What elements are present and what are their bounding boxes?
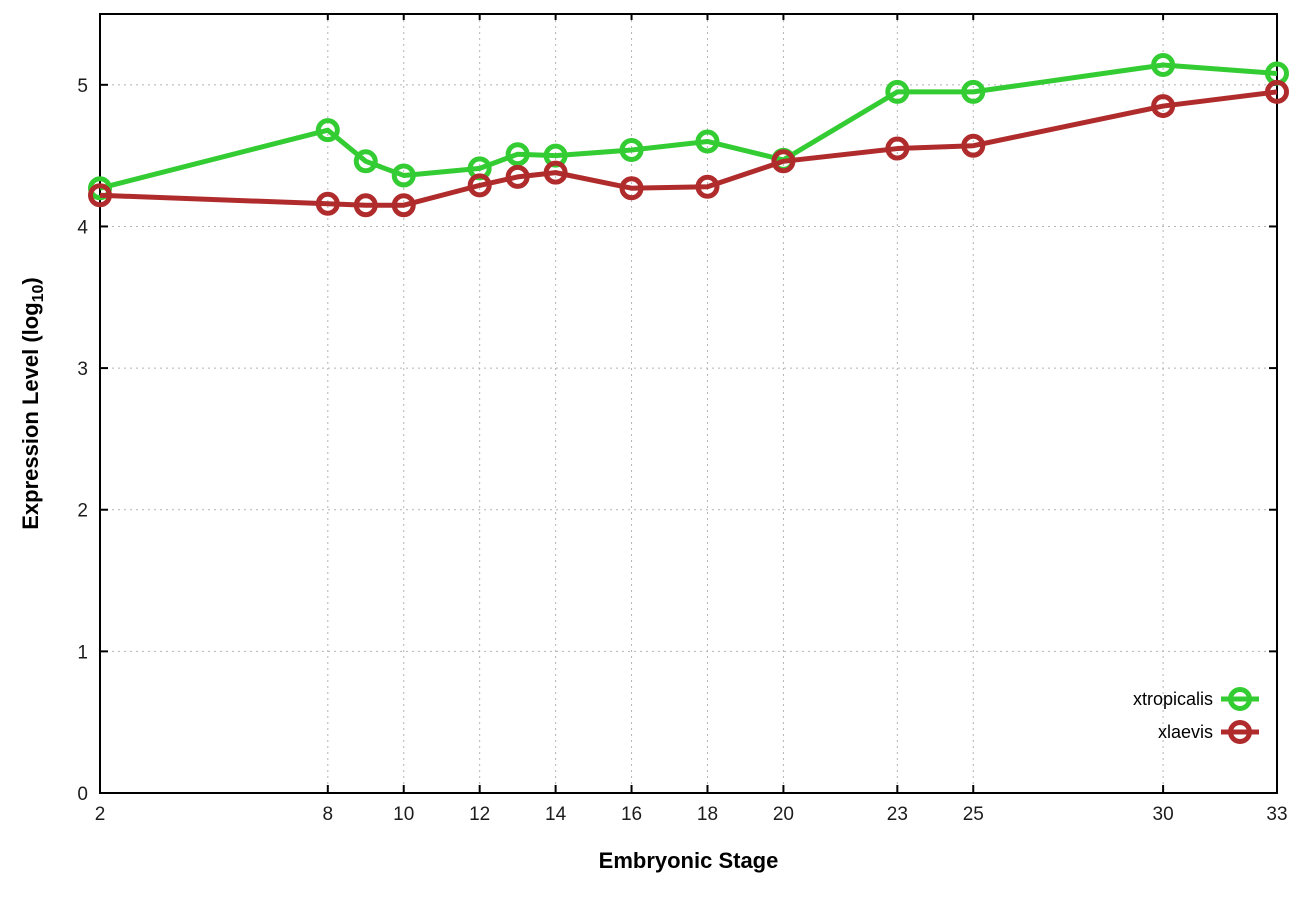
data-point-xtropicalis-stage-13 bbox=[505, 142, 530, 167]
y-tick-labels: 0 1 2 3 4 5 bbox=[77, 76, 88, 805]
y-tick-label-4: 4 bbox=[77, 217, 88, 238]
x-tick-labels: 2 8 10 12 14 16 18 20 23 25 30 33 bbox=[95, 804, 1288, 825]
x-tick-label-20: 20 bbox=[773, 804, 794, 825]
legend-marker-icon-xlaevis bbox=[1228, 720, 1252, 744]
data-point-xtropicalis-stage-23 bbox=[885, 79, 910, 104]
data-point-xlaevis-stage-33 bbox=[1265, 79, 1289, 104]
y-tick-label-1: 1 bbox=[77, 642, 88, 663]
legend: xtropicalis xlaevis bbox=[1133, 687, 1259, 744]
data-point-xtropicalis-stage-16 bbox=[619, 137, 644, 162]
data-point-xlaevis-stage-9 bbox=[353, 193, 378, 218]
data-point-xlaevis-stage-10 bbox=[391, 193, 416, 218]
data-point-xlaevis-stage-2 bbox=[88, 183, 112, 208]
x-tick-label-25: 25 bbox=[963, 804, 984, 825]
x-tick-label-8: 8 bbox=[323, 804, 334, 825]
x-tick-label-14: 14 bbox=[545, 804, 567, 825]
y-tick-label-3: 3 bbox=[77, 359, 88, 380]
data-point-xtropicalis-stage-8 bbox=[315, 118, 340, 143]
data-point-xlaevis-stage-14 bbox=[543, 160, 568, 185]
series-xlaevis bbox=[88, 79, 1289, 218]
y-axis-title: Expression Level (log10) bbox=[18, 277, 47, 530]
data-point-xlaevis-stage-13 bbox=[505, 164, 530, 189]
legend-label-xlaevis: xlaevis bbox=[1158, 722, 1213, 742]
series-line-xlaevis bbox=[99, 89, 1278, 208]
y-tick-label-5: 5 bbox=[77, 76, 88, 97]
data-point-xtropicalis-stage-10 bbox=[391, 163, 416, 188]
x-tick-label-23: 23 bbox=[887, 804, 908, 825]
x-tick-label-33: 33 bbox=[1266, 804, 1287, 825]
y-tick-label-0: 0 bbox=[77, 784, 88, 805]
series-line-xtropicalis bbox=[99, 62, 1278, 191]
data-point-xlaevis-stage-12 bbox=[467, 173, 492, 198]
data-point-xlaevis-stage-20 bbox=[771, 149, 796, 174]
x-tick-label-2: 2 bbox=[95, 804, 106, 825]
legend-marker-icon-xtropicalis bbox=[1228, 687, 1252, 711]
y-tick-label-2: 2 bbox=[77, 501, 88, 522]
grid bbox=[100, 14, 1277, 793]
data-point-xlaevis-stage-18 bbox=[695, 174, 720, 199]
x-tick-label-12: 12 bbox=[469, 804, 490, 825]
data-point-xlaevis-stage-16 bbox=[619, 176, 644, 201]
data-point-xlaevis-stage-30 bbox=[1151, 94, 1176, 119]
data-point-xlaevis-stage-8 bbox=[315, 191, 340, 216]
x-tick-label-30: 30 bbox=[1153, 804, 1174, 825]
data-point-xlaevis-stage-25 bbox=[961, 133, 986, 158]
x-tick-label-10: 10 bbox=[393, 804, 414, 825]
x-axis-title: Embryonic Stage bbox=[599, 848, 779, 873]
data-point-xlaevis-stage-23 bbox=[885, 136, 910, 161]
data-point-xtropicalis-stage-18 bbox=[695, 129, 720, 154]
data-point-xtropicalis-stage-9 bbox=[353, 149, 378, 174]
x-tick-label-16: 16 bbox=[621, 804, 642, 825]
legend-item-xlaevis: xlaevis bbox=[1158, 720, 1259, 744]
legend-label-xtropicalis: xtropicalis bbox=[1133, 689, 1213, 709]
data-point-xtropicalis-stage-25 bbox=[961, 79, 986, 104]
tick-marks bbox=[100, 14, 1277, 793]
plot-border bbox=[99, 13, 1278, 794]
x-tick-label-18: 18 bbox=[697, 804, 718, 825]
data-point-xtropicalis-stage-30 bbox=[1151, 52, 1176, 77]
legend-item-xtropicalis: xtropicalis bbox=[1133, 687, 1259, 711]
